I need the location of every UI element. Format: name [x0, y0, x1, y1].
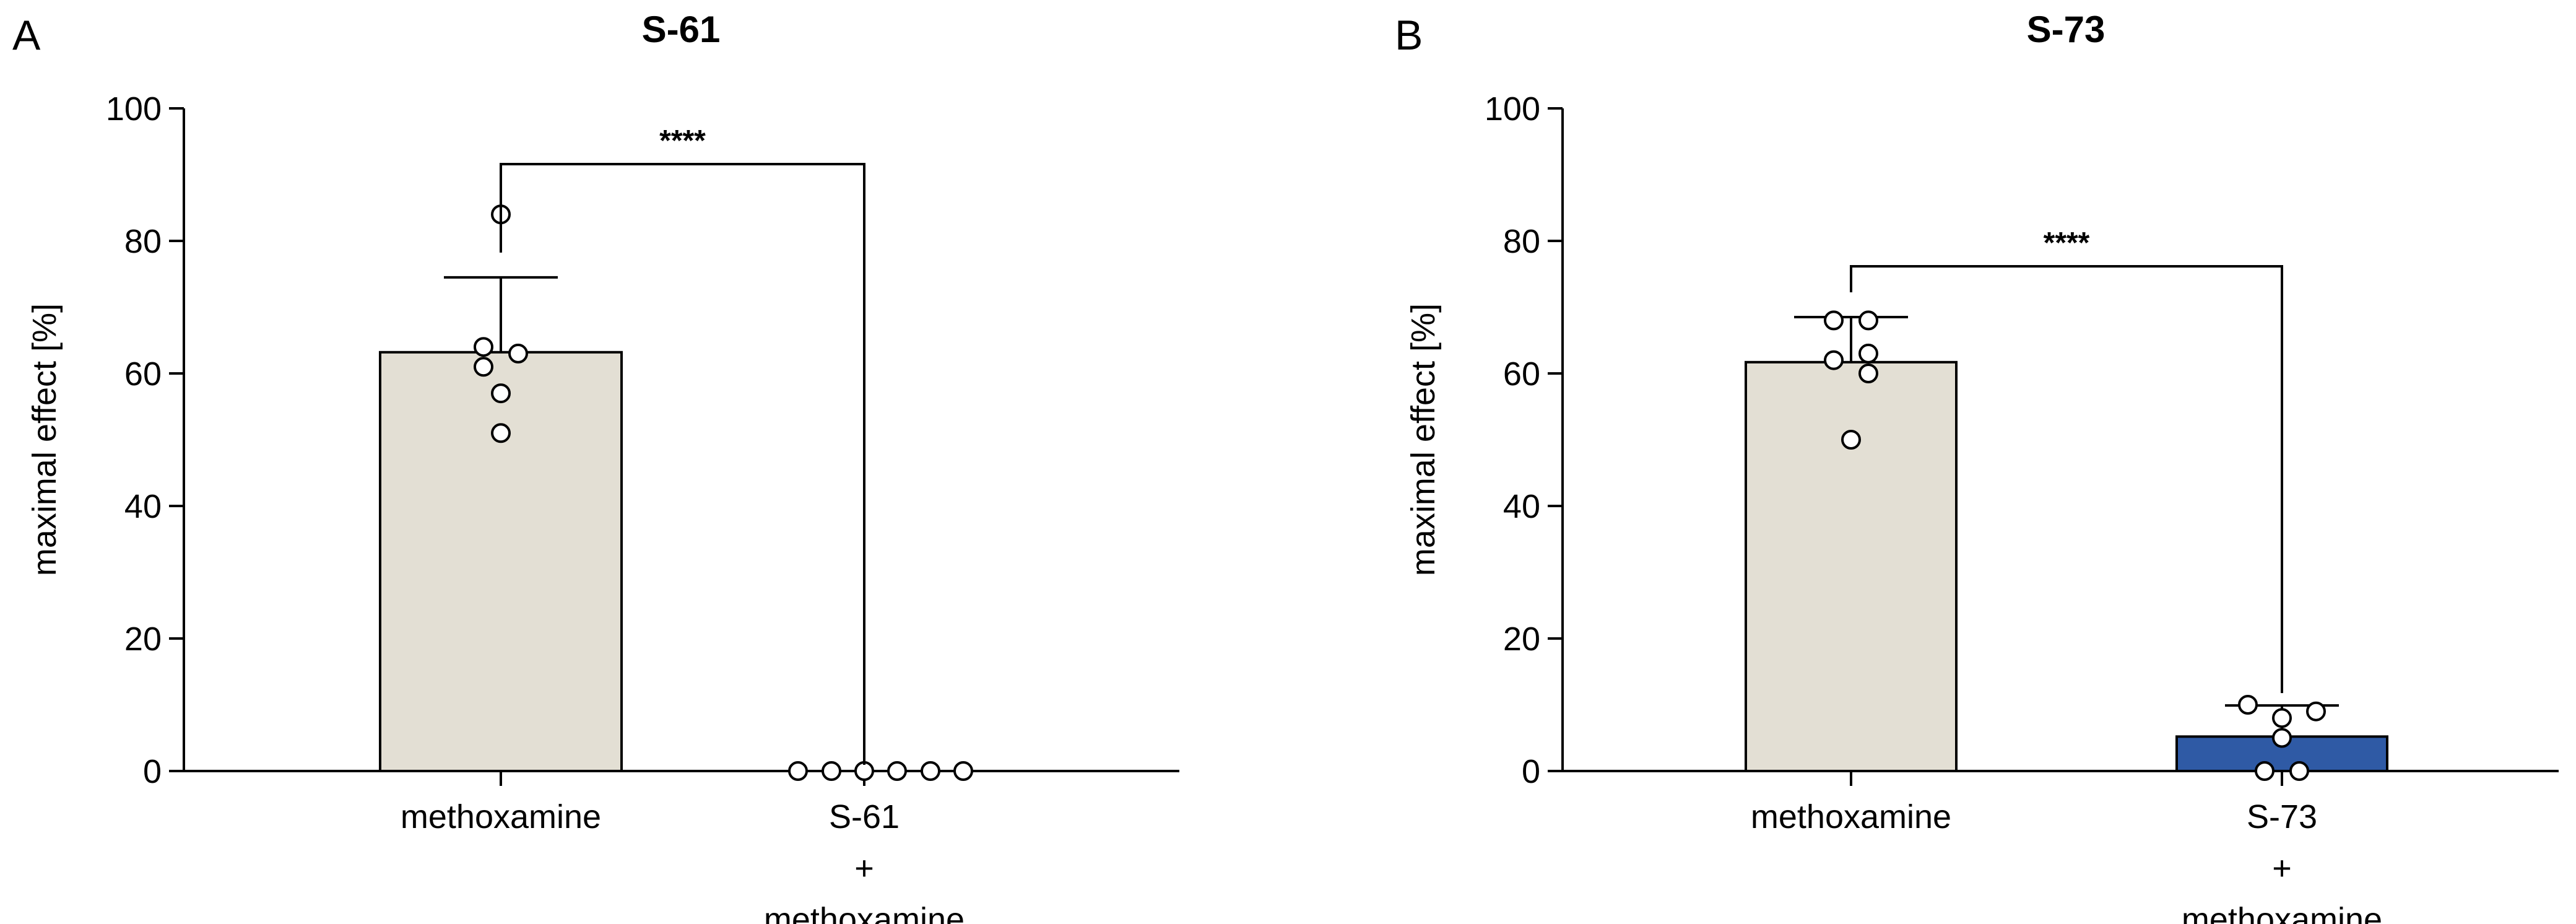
x-category-label: methoxamine	[1751, 798, 1951, 835]
y-tick-label: 40	[124, 488, 162, 525]
x-category-label: S-61	[829, 798, 900, 835]
data-point	[1824, 350, 1844, 370]
data-point	[2289, 761, 2309, 781]
data-point	[1824, 310, 1844, 331]
panel-label: B	[1395, 12, 1423, 59]
data-point	[2306, 701, 2326, 721]
data-point	[491, 423, 511, 443]
y-tick-label: 0	[1522, 753, 1540, 790]
data-point	[2272, 708, 2292, 728]
significance-bracket	[500, 163, 865, 765]
x-category-label: methoxamine	[764, 901, 965, 924]
y-tick-label: 100	[1485, 90, 1540, 128]
y-tick-label: 40	[1503, 488, 1540, 525]
data-point	[887, 761, 907, 781]
y-tick-label: 20	[124, 621, 162, 658]
significance-label: ****	[2044, 227, 2090, 259]
data-point	[822, 761, 841, 781]
y-axis-label: maximal effect [%]	[26, 303, 63, 576]
chart-panel-b: B S-73 maximal effect [%] 0 20 40 60 80 100 metho…	[1395, 9, 2559, 924]
x-category-label: +	[2272, 850, 2292, 887]
data-point	[2238, 695, 2258, 715]
y-tick-label: 60	[124, 355, 162, 393]
data-point	[474, 337, 493, 357]
y-tick-label: 60	[1503, 355, 1540, 393]
chart-panel-a: A S-61 maximal effect [%] 0 20 40 60 80 100 metho…	[12, 9, 1179, 924]
data-point	[2255, 761, 2275, 781]
significance-label: ****	[659, 124, 706, 157]
data-point	[1858, 343, 1878, 364]
y-axis-label: maximal effect [%]	[1405, 303, 1442, 576]
y-tick-label: 80	[1503, 223, 1540, 260]
data-point	[1858, 364, 1878, 383]
bar	[1745, 360, 1958, 772]
x-category-label: S-73	[2247, 798, 2317, 835]
data-point	[2272, 728, 2292, 748]
x-category-label: +	[854, 850, 874, 887]
data-point	[1841, 430, 1861, 450]
data-point	[788, 761, 808, 781]
x-category-label: methoxamine	[2182, 901, 2382, 924]
panel-label: A	[12, 12, 41, 59]
data-point	[854, 761, 874, 781]
chart-title: S-73	[2027, 9, 2105, 50]
data-point	[1858, 310, 1878, 331]
data-point	[491, 383, 511, 404]
data-point	[953, 761, 973, 781]
y-tick-label: 80	[124, 223, 162, 260]
data-point	[474, 357, 493, 377]
y-tick-label: 100	[106, 90, 162, 128]
bar	[379, 351, 623, 772]
significance-bracket	[1850, 265, 2283, 694]
y-tick-label: 20	[1503, 621, 1540, 658]
chart-title: S-61	[642, 9, 721, 50]
x-category-label: methoxamine	[401, 798, 601, 835]
data-point	[508, 343, 528, 364]
y-tick-label: 0	[143, 753, 162, 790]
data-point	[921, 761, 940, 781]
